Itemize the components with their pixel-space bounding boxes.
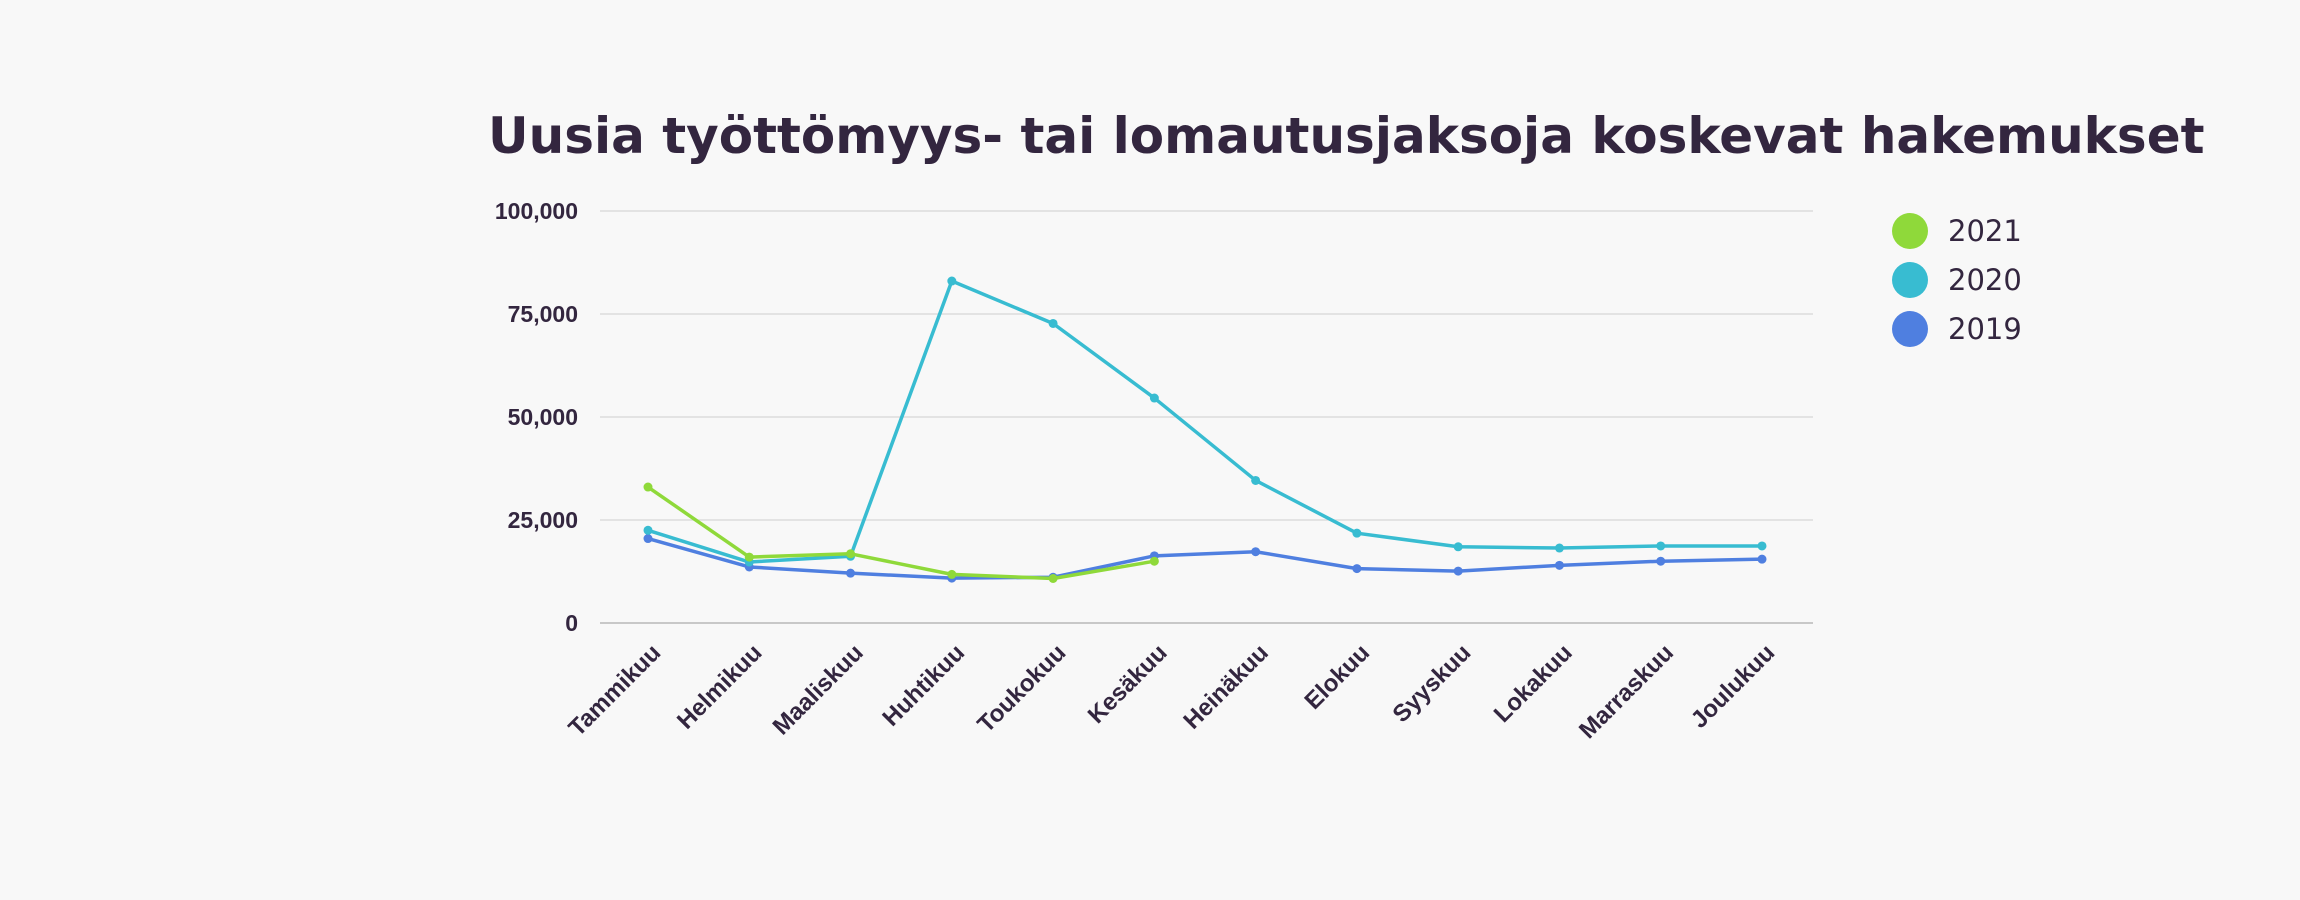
legend-label: 2020 [1948, 263, 2022, 297]
data-point [1251, 547, 1261, 557]
data-point [1048, 318, 1058, 328]
data-point [947, 276, 957, 286]
x-tick-label: Elokuu [1299, 639, 1375, 715]
legend-swatch [1892, 311, 1928, 347]
data-point [947, 569, 957, 579]
data-point [1352, 564, 1362, 574]
legend-item-2021: 2021 [1892, 213, 2022, 249]
data-point [643, 534, 653, 544]
data-point [1656, 541, 1666, 551]
data-point [1554, 560, 1564, 570]
y-tick-label: 0 [565, 610, 578, 636]
series-line [646, 279, 1764, 564]
series-group [643, 276, 1767, 584]
series-2021 [643, 482, 1159, 584]
data-point [1656, 556, 1666, 566]
x-tick-label: Tammikuu [564, 639, 667, 742]
legend-swatch [1892, 262, 1928, 298]
y-tick-label: 25,000 [508, 507, 578, 533]
x-tick-label: Maaliskuu [768, 639, 869, 740]
data-point [643, 482, 653, 492]
series-line [646, 536, 1764, 580]
chart-title: Uusia työttömyys- tai lomautusjaksoja ko… [488, 107, 2205, 165]
y-tick-label: 100,000 [495, 198, 578, 224]
data-point [1352, 528, 1362, 538]
x-tick-label: Marraskuu [1574, 639, 1679, 744]
series-2020 [643, 276, 1767, 567]
data-point [1149, 393, 1159, 403]
legend-label: 2019 [1948, 312, 2022, 346]
data-point [1149, 556, 1159, 566]
legend-swatch [1892, 213, 1928, 249]
legend-label: 2021 [1948, 214, 2022, 248]
x-tick-label: Lokakuu [1489, 639, 1578, 728]
data-point [1453, 542, 1463, 552]
x-tick-label: Heinäkuu [1178, 639, 1273, 734]
series-line [646, 485, 1157, 581]
data-point [846, 568, 856, 578]
data-point [1554, 543, 1564, 553]
data-point [744, 552, 754, 562]
legend: 2021 2020 2019 [1892, 213, 2022, 347]
data-point [1453, 566, 1463, 576]
y-tick-label: 75,000 [508, 301, 578, 327]
data-point [846, 549, 856, 559]
data-point [643, 525, 653, 535]
x-tick-label: Helmikuu [672, 639, 767, 734]
x-tick-label: Huhtikuu [877, 639, 970, 732]
x-tick-label: Kesäkuu [1083, 639, 1173, 729]
data-point [1757, 541, 1767, 551]
x-tick-label: Toukokuu [972, 639, 1071, 738]
legend-item-2020: 2020 [1892, 262, 2022, 298]
grid [600, 210, 1813, 624]
x-tick-label: Joulukuu [1686, 639, 1781, 734]
data-point [1048, 574, 1058, 584]
x-axis-ticks: Tammikuu Helmikuu Maaliskuu Huhtikuu Toukoku… [564, 639, 1781, 744]
x-tick-label: Syyskuu [1388, 639, 1477, 728]
data-point [1251, 475, 1261, 485]
y-tick-label: 50,000 [508, 404, 578, 430]
data-point [1757, 554, 1767, 564]
legend-item-2019: 2019 [1892, 311, 2022, 347]
y-axis-ticks: 100,000 75,000 50,000 25,000 0 [495, 198, 578, 636]
